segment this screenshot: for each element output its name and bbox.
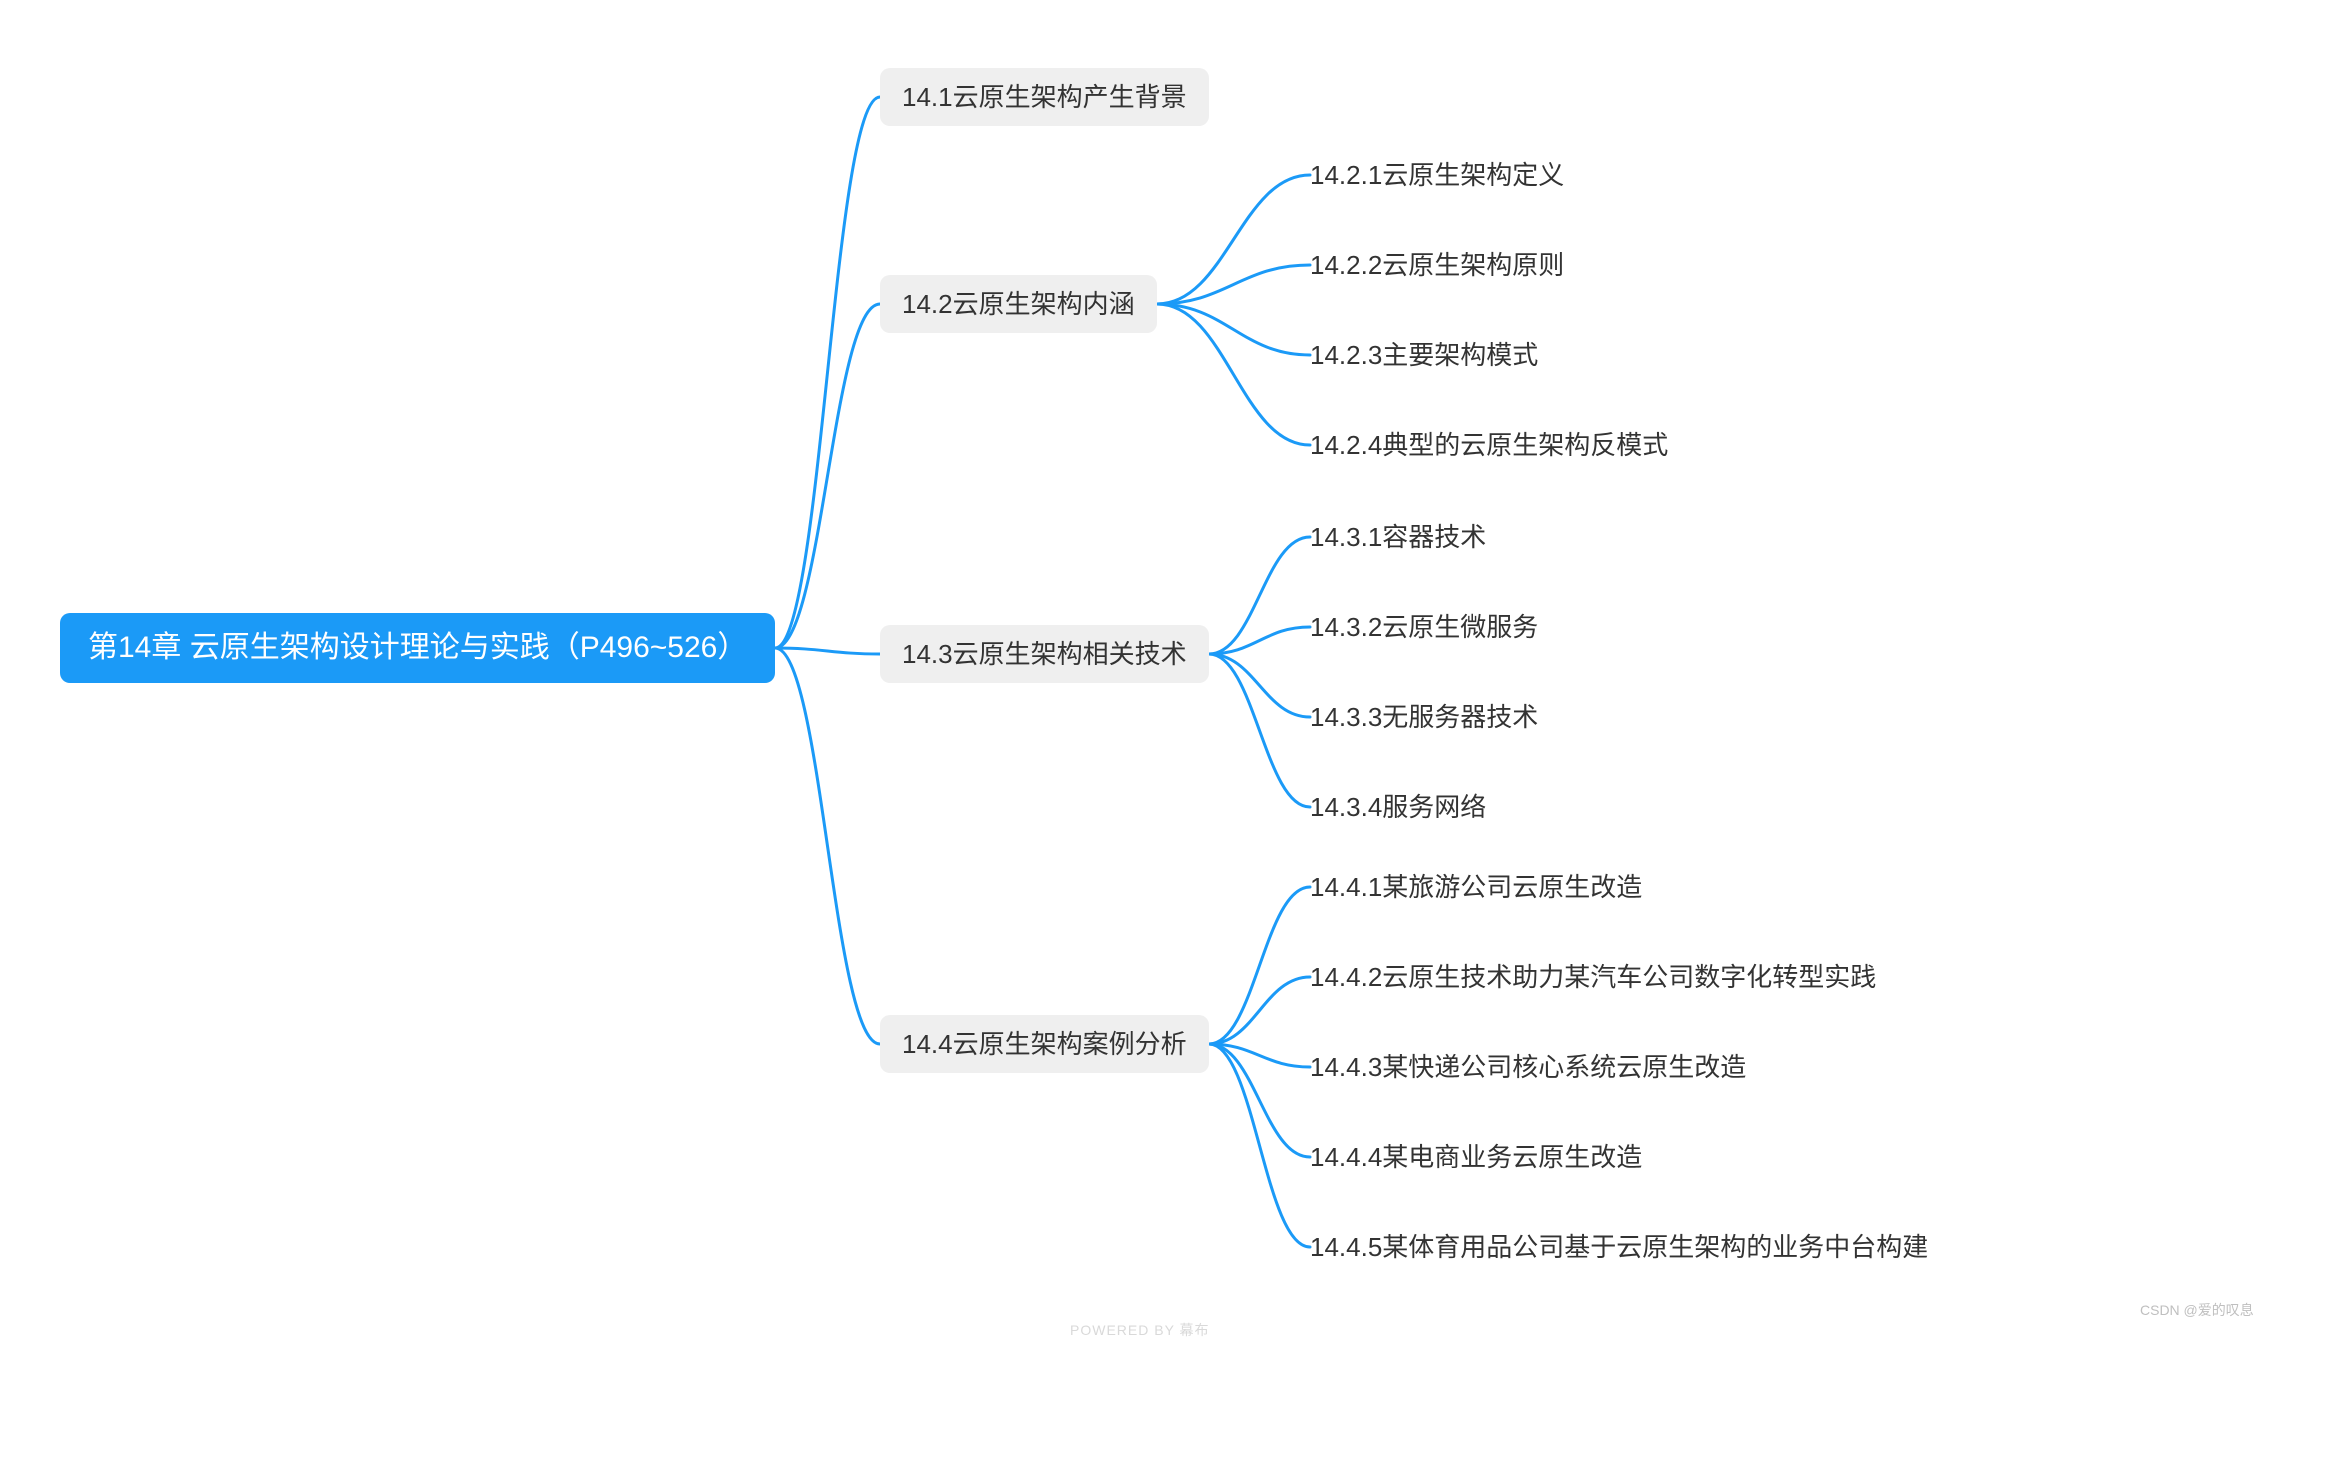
mindmap-edge bbox=[1209, 1044, 1310, 1067]
footer-text: POWERED BY 幕布 bbox=[1070, 1320, 1210, 1340]
branch-node[interactable]: 14.3云原生架构相关技术 bbox=[880, 625, 1209, 683]
leaf-node[interactable]: 14.4.3某快递公司核心系统云原生改造 bbox=[1310, 1050, 1746, 1084]
leaf-node[interactable]: 14.2.1云原生架构定义 bbox=[1310, 158, 1564, 192]
leaf-node[interactable]: 14.2.3主要架构模式 bbox=[1310, 338, 1538, 372]
mindmap-edge bbox=[1209, 1044, 1310, 1247]
branch-node[interactable]: 14.4云原生架构案例分析 bbox=[880, 1015, 1209, 1073]
leaf-node[interactable]: 14.2.2云原生架构原则 bbox=[1310, 248, 1564, 282]
mindmap-edge bbox=[1157, 175, 1310, 304]
edge-layer bbox=[0, 0, 2326, 1464]
mindmap-edge bbox=[1209, 627, 1310, 654]
mindmap-edge bbox=[1157, 304, 1310, 355]
mindmap-edge bbox=[1209, 1044, 1310, 1157]
leaf-node[interactable]: 14.4.2云原生技术助力某汽车公司数字化转型实践 bbox=[1310, 960, 1876, 994]
mindmap-edge bbox=[1209, 977, 1310, 1044]
mindmap-edge bbox=[775, 97, 880, 648]
mindmap-edge bbox=[1209, 887, 1310, 1044]
watermark-text: CSDN @爱的叹息 bbox=[2140, 1300, 2254, 1320]
branch-node[interactable]: 14.2云原生架构内涵 bbox=[880, 275, 1157, 333]
mindmap-edge bbox=[1209, 654, 1310, 807]
leaf-node[interactable]: 14.2.4典型的云原生架构反模式 bbox=[1310, 428, 1668, 462]
mindmap-edge bbox=[1157, 304, 1310, 445]
leaf-node[interactable]: 14.3.1容器技术 bbox=[1310, 520, 1486, 554]
branch-node[interactable]: 14.1云原生架构产生背景 bbox=[880, 68, 1209, 126]
mindmap-stage: CSDN @爱的叹息 POWERED BY 幕布 第14章 云原生架构设计理论与… bbox=[0, 0, 2326, 1464]
leaf-node[interactable]: 14.3.4服务网络 bbox=[1310, 790, 1486, 824]
mindmap-edge bbox=[775, 304, 880, 648]
leaf-node[interactable]: 14.3.3无服务器技术 bbox=[1310, 700, 1538, 734]
leaf-node[interactable]: 14.4.4某电商业务云原生改造 bbox=[1310, 1140, 1642, 1174]
mindmap-edge bbox=[775, 648, 880, 654]
leaf-node[interactable]: 14.3.2云原生微服务 bbox=[1310, 610, 1538, 644]
mindmap-edge bbox=[1209, 537, 1310, 654]
leaf-node[interactable]: 14.4.5某体育用品公司基于云原生架构的业务中台构建 bbox=[1310, 1230, 1928, 1264]
leaf-node[interactable]: 14.4.1某旅游公司云原生改造 bbox=[1310, 870, 1642, 904]
root-node[interactable]: 第14章 云原生架构设计理论与实践（P496~526） bbox=[60, 613, 775, 683]
mindmap-edge bbox=[775, 648, 880, 1044]
mindmap-edge bbox=[1157, 265, 1310, 304]
mindmap-edge bbox=[1209, 654, 1310, 717]
